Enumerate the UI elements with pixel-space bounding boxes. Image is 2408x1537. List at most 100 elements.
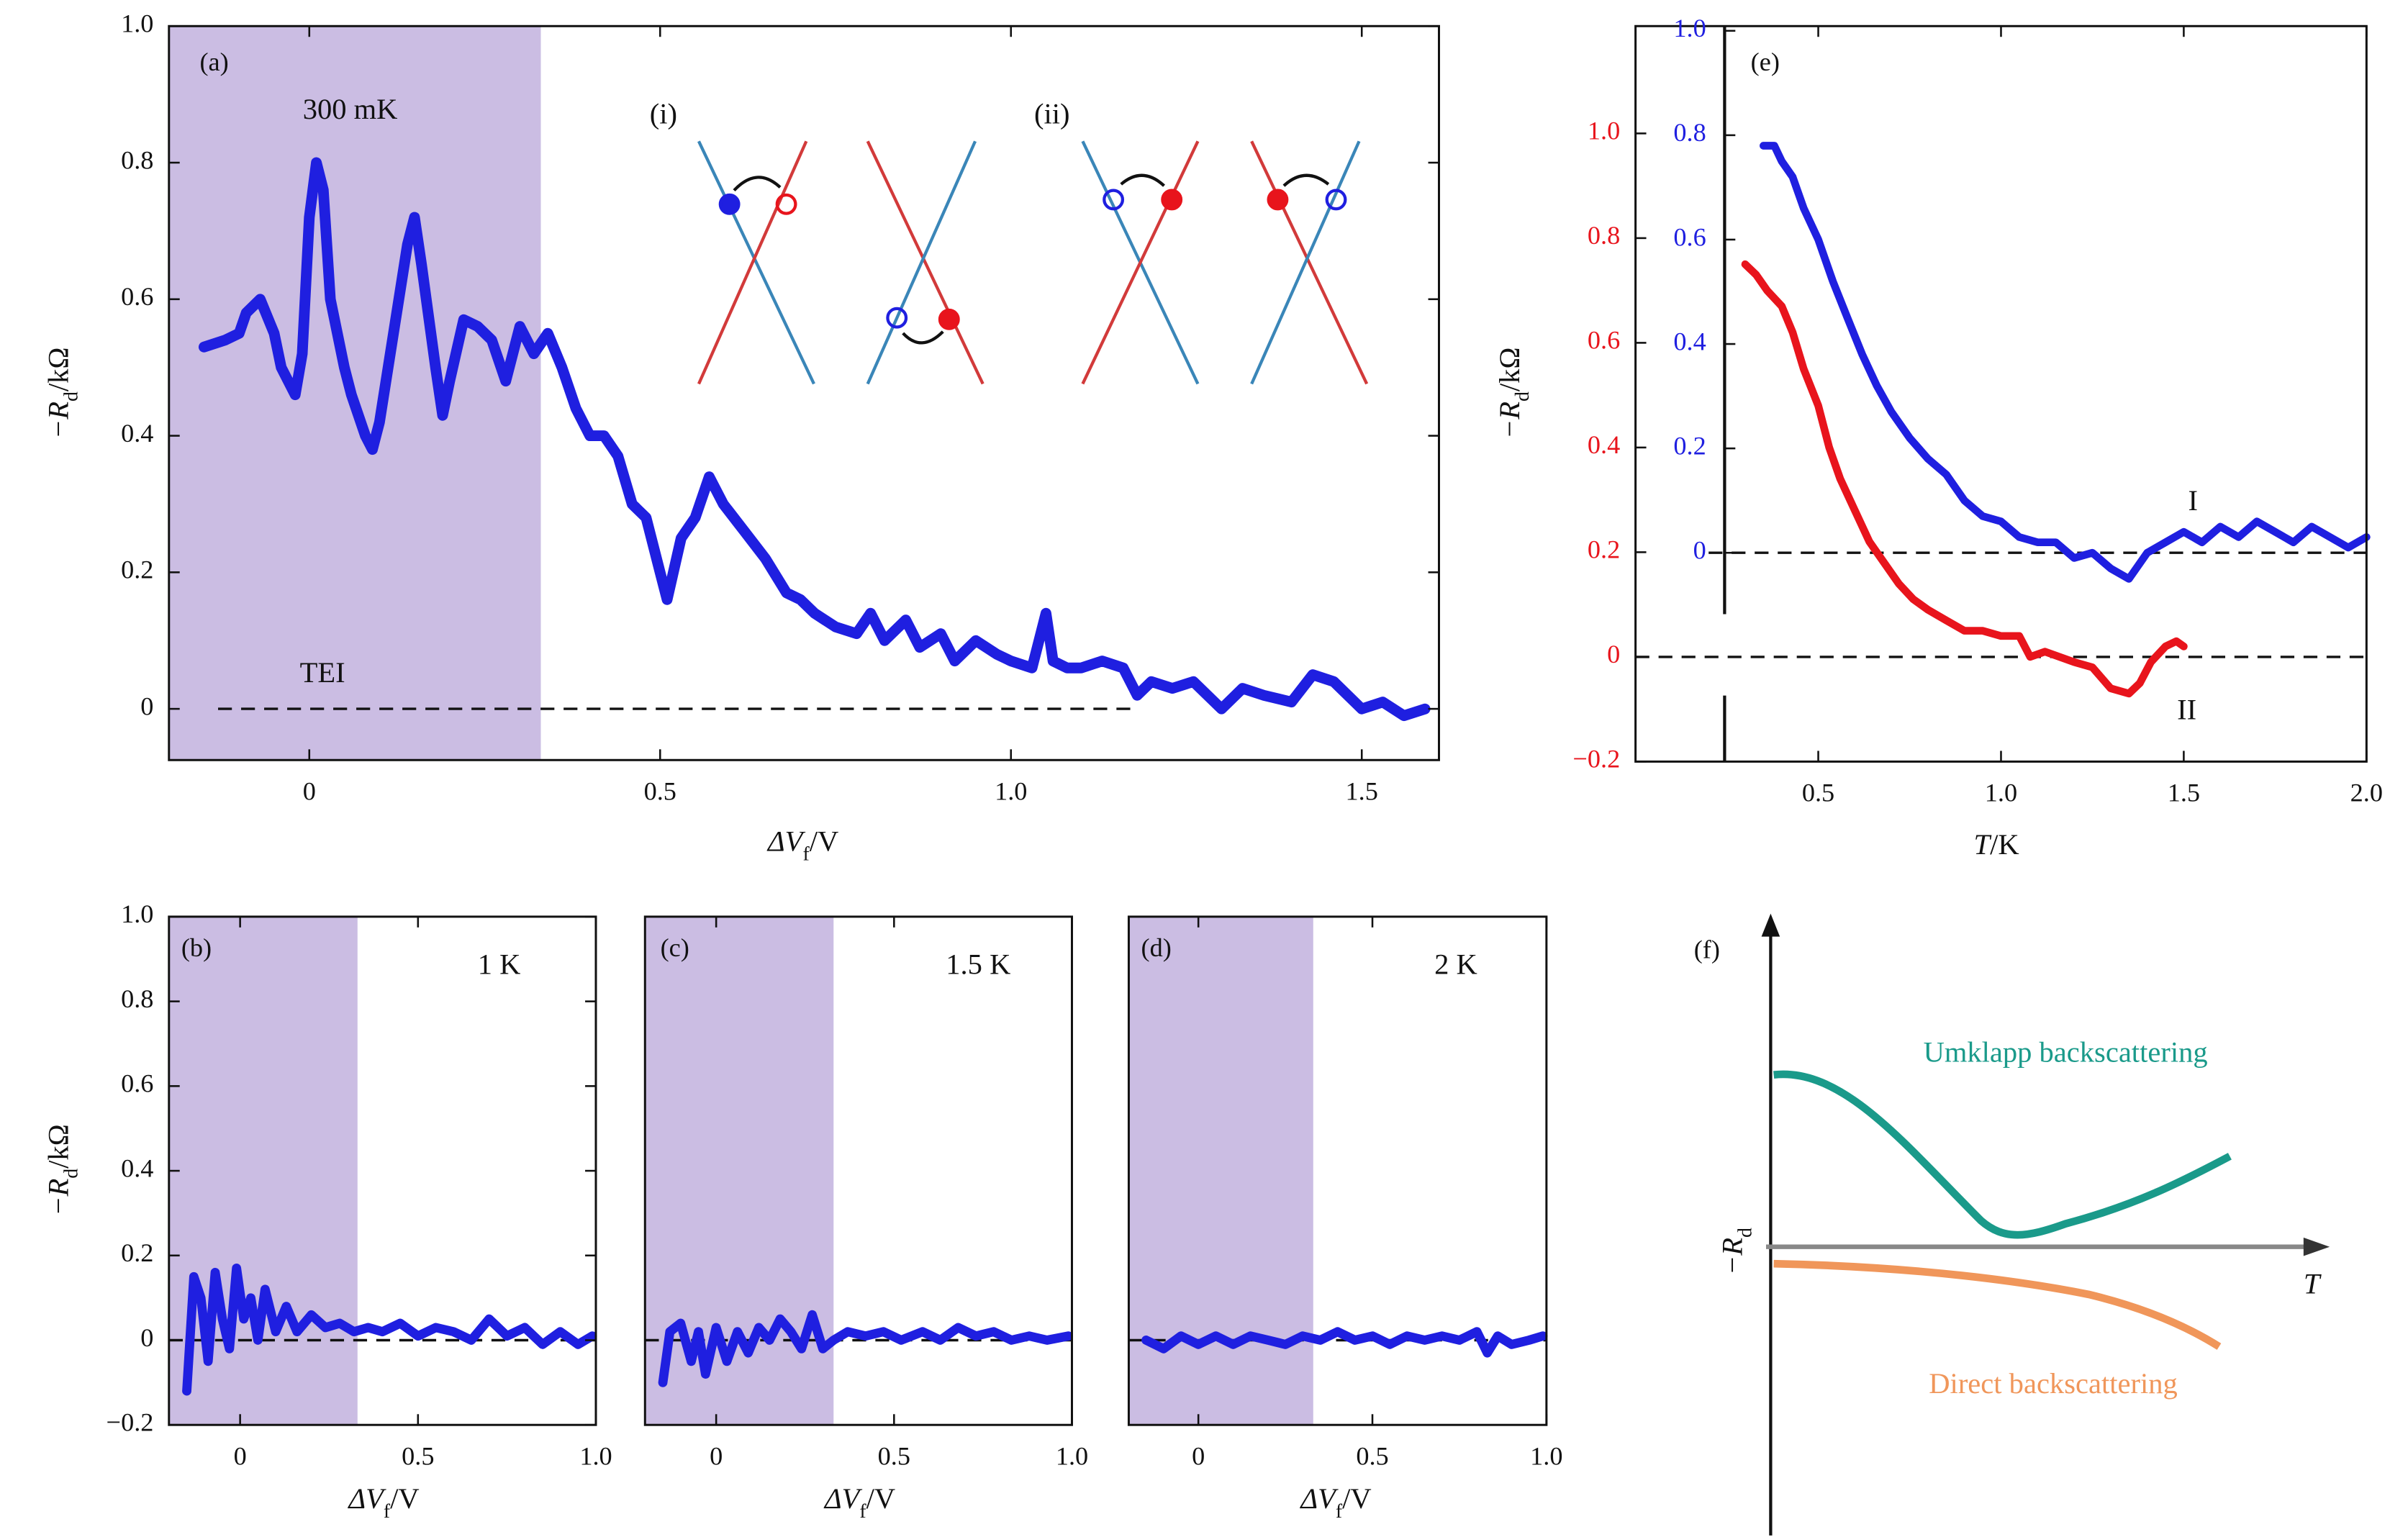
y-tick-label: 0.2 — [121, 556, 153, 584]
x-tick-label: 1.0 — [995, 777, 1027, 806]
axis-label: ΔVf/V — [347, 1482, 419, 1523]
y2-tick-label: 0.8 — [1673, 118, 1706, 147]
y2-tick-label: 0.4 — [1673, 327, 1706, 355]
axis-label: −Rd/kΩ — [42, 347, 83, 439]
axis-label-part: −R — [1716, 1238, 1749, 1275]
hole — [886, 307, 908, 329]
data-line — [658, 1310, 1073, 1387]
arrow — [1120, 173, 1165, 187]
hole — [1325, 189, 1347, 211]
axis-label-part: d — [1511, 391, 1534, 402]
arrow — [733, 176, 782, 192]
axis-label: ΔVf/V — [766, 825, 838, 866]
x-tick-label: 0 — [710, 1442, 723, 1471]
y-tick-label: 0.8 — [121, 984, 153, 1013]
panel-label: (b) — [181, 933, 212, 962]
panel-label: (e) — [1751, 47, 1780, 76]
axis-label-part: f — [384, 1500, 391, 1523]
panel-label: (d) — [1141, 933, 1172, 962]
panel-label: (a) — [199, 47, 228, 76]
data-line — [182, 1263, 597, 1396]
annotation: 1 K — [478, 948, 521, 981]
arrow — [1282, 173, 1330, 187]
y2-tick-label: 0.2 — [1673, 431, 1706, 460]
axis-label-part: /K — [1990, 828, 2019, 861]
x-tick-label: 1.5 — [2168, 779, 2200, 807]
x-tick-label: 2.0 — [2350, 779, 2383, 807]
annotation: I — [2188, 484, 2198, 517]
data-line — [1760, 142, 2371, 583]
x-tick-label: 0.5 — [878, 1442, 910, 1471]
axis-label-part: −R — [1493, 402, 1526, 439]
axis-label-part: d — [60, 1169, 82, 1179]
branch — [697, 140, 808, 385]
axis-label: −Rd/kΩ — [42, 1124, 83, 1216]
axis-label-part: f — [1336, 1500, 1343, 1523]
axis-label-part: −R — [42, 402, 75, 439]
axis-label-part: f — [802, 843, 810, 865]
axis-label-part: /kΩ — [42, 1124, 75, 1169]
y2-tick-label: 0.6 — [1673, 222, 1706, 251]
y-tick-label: 0.6 — [121, 282, 153, 311]
y2-tick-label: 0 — [1693, 536, 1706, 565]
umklapp-curve — [1773, 1070, 2232, 1239]
annotation: TEI — [300, 656, 345, 689]
highlight-region — [168, 916, 358, 1425]
x-tick-label: 0.5 — [1802, 779, 1834, 807]
x-tick-label: 1.0 — [1056, 1442, 1088, 1471]
axis-label-part: d — [60, 391, 82, 402]
y-tick-label: −0.2 — [1572, 745, 1620, 774]
axis-label-part: /V — [390, 1482, 420, 1515]
axis-label: ΔVf/V — [823, 1482, 895, 1523]
plot-frame — [643, 915, 1073, 1426]
y-tick-label: 0 — [140, 692, 153, 720]
data-line — [198, 157, 1431, 722]
branch — [1081, 140, 1200, 385]
y-tick-label: 1.0 — [121, 9, 153, 38]
arrow-head — [2303, 1237, 2330, 1256]
branch — [1250, 140, 1369, 385]
annotation: 300 mK — [303, 93, 398, 125]
axis-label: T/K — [1974, 828, 2019, 861]
branch — [1250, 140, 1361, 385]
panel-label: (f) — [1694, 935, 1720, 964]
y-tick-label: 0.8 — [1588, 221, 1620, 250]
annotation: (i) — [650, 97, 677, 130]
axis-label: ΔVf/V — [1299, 1482, 1371, 1523]
arrow-head — [1761, 913, 1780, 937]
x-tick-label: 1.0 — [579, 1442, 612, 1471]
axis-label-part: /V — [866, 1482, 896, 1515]
axis-label-part: ΔV — [823, 1482, 863, 1515]
axis-label-part: d — [1734, 1228, 1756, 1238]
axis-label-part: f — [859, 1500, 866, 1523]
curve-label: Direct backscattering — [1929, 1367, 2177, 1400]
branch — [697, 140, 815, 385]
axis-label: T — [2304, 1267, 2322, 1300]
x-tick-label: 0 — [1192, 1442, 1205, 1471]
electron — [1161, 189, 1183, 211]
y-tick-label: 0.6 — [1588, 326, 1620, 355]
y-tick-label: 0.2 — [121, 1238, 153, 1267]
x-tick-label: 1.0 — [1985, 779, 2017, 807]
schematic: (f) Umklapp backscattering Direct backsc… — [1694, 913, 2330, 1536]
hole — [775, 193, 797, 215]
annotation: (ii) — [1034, 97, 1070, 130]
x-tick-label: 1.5 — [1346, 777, 1378, 806]
y-tick-label: 0.6 — [121, 1069, 153, 1098]
y-tick-label: 0.4 — [1588, 430, 1620, 459]
y-tick-label: 0 — [1607, 640, 1620, 668]
axis-label-part: ΔV — [766, 825, 806, 858]
branch — [866, 140, 985, 385]
annotation: 2 K — [1434, 948, 1477, 981]
y-tick-label: 0.4 — [121, 1153, 153, 1182]
panel-label: (c) — [661, 933, 689, 962]
x-tick-label: 1.0 — [1530, 1442, 1562, 1471]
axis-label-part: /kΩ — [1493, 347, 1526, 391]
y-tick-label: 0 — [140, 1323, 153, 1352]
axis-label-part: T — [1974, 828, 1992, 861]
axis-label: −Rd/kΩ — [1493, 347, 1534, 439]
y-tick-label: 0.2 — [1588, 535, 1620, 564]
plot-frame — [1127, 915, 1548, 1426]
y-tick-label: 1.0 — [121, 899, 153, 928]
x-tick-label: 0 — [303, 777, 316, 806]
